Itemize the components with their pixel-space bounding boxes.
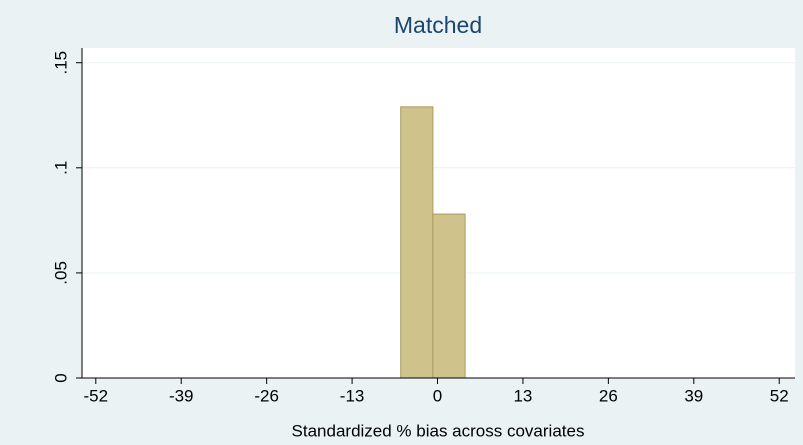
y-tick-label: .15 (51, 51, 70, 75)
x-tick-label: -13 (340, 386, 365, 405)
bar (432, 213, 466, 379)
x-tick-label: 13 (513, 386, 532, 405)
x-tick-label: 52 (770, 386, 789, 405)
x-axis-label: Standardized % bias across covariates (292, 421, 585, 440)
x-tick-label: -26 (254, 386, 279, 405)
bar (400, 106, 434, 379)
x-tick-label: 0 (433, 386, 442, 405)
x-tick-label: -39 (169, 386, 194, 405)
x-tick-label: 39 (684, 386, 703, 405)
y-tick-label: 0 (51, 373, 70, 382)
y-tick-label: .1 (51, 161, 70, 175)
y-tick-label: .05 (51, 261, 70, 285)
chart-title: Matched (394, 12, 482, 38)
x-tick-label: 26 (599, 386, 618, 405)
x-tick-label: -52 (84, 386, 109, 405)
